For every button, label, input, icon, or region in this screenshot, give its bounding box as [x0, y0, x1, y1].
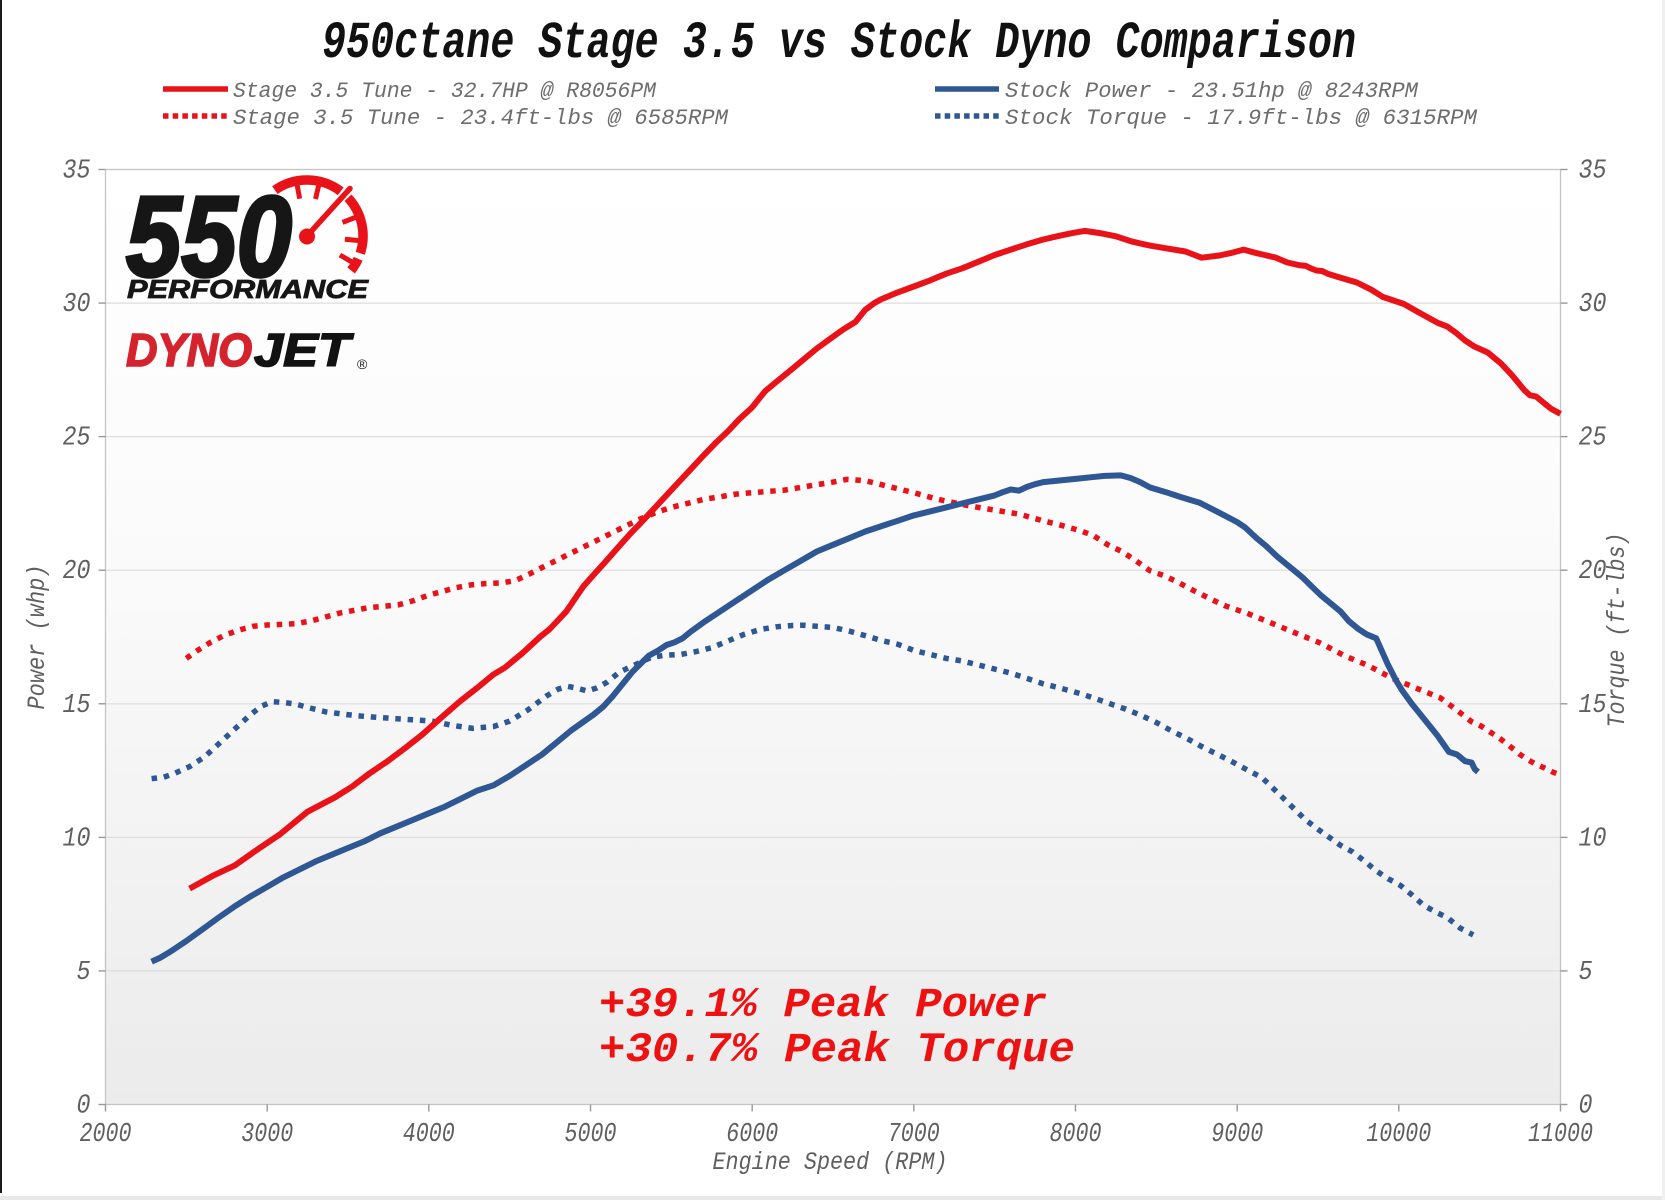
svg-text:5: 5: [1579, 958, 1593, 988]
svg-text:8000: 8000: [1050, 1120, 1102, 1150]
svg-text:4000: 4000: [403, 1120, 455, 1150]
svg-text:25: 25: [63, 424, 91, 454]
svg-text:15: 15: [1579, 691, 1607, 721]
svg-text:Stock Torque - 17.9ft-lbs @ 63: Stock Torque - 17.9ft-lbs @ 6315RPM: [1005, 106, 1478, 131]
svg-text:20: 20: [63, 557, 91, 587]
svg-text:20: 20: [1579, 557, 1607, 587]
svg-text:7000: 7000: [888, 1120, 940, 1150]
svg-text:+39.1% Peak Power: +39.1% Peak Power: [599, 981, 1047, 1029]
svg-text:35: 35: [63, 157, 91, 187]
svg-text:Torque (ft-lbs): Torque (ft-lbs): [1603, 533, 1632, 728]
svg-text:30: 30: [63, 290, 91, 320]
svg-text:3000: 3000: [241, 1120, 293, 1150]
svg-text:DYNO: DYNO: [126, 324, 252, 376]
svg-text:Stock Power - 23.51hp @ 8243RP: Stock Power - 23.51hp @ 8243RPM: [1005, 79, 1419, 104]
svg-text:10: 10: [1579, 824, 1607, 854]
svg-text:2000: 2000: [80, 1120, 132, 1150]
svg-text:25: 25: [1579, 424, 1607, 454]
svg-text:550: 550: [126, 174, 292, 301]
svg-text:®: ®: [357, 356, 368, 372]
svg-text:10000: 10000: [1366, 1120, 1431, 1150]
svg-text:Power (whp): Power (whp): [23, 565, 52, 710]
svg-text:+30.7% Peak Torque: +30.7% Peak Torque: [599, 1026, 1075, 1074]
svg-text:35: 35: [1579, 157, 1607, 187]
svg-text:30: 30: [1579, 290, 1607, 320]
svg-text:9000: 9000: [1211, 1120, 1263, 1150]
svg-text:15: 15: [63, 691, 91, 721]
svg-text:10: 10: [63, 824, 91, 854]
svg-text:Stage 3.5 Tune - 32.7HP @ R805: Stage 3.5 Tune - 32.7HP @ R8056PM: [233, 79, 657, 104]
svg-text:5: 5: [77, 958, 91, 988]
svg-text:0: 0: [77, 1092, 91, 1122]
svg-text:11000: 11000: [1528, 1120, 1593, 1150]
svg-text:Engine Speed (RPM): Engine Speed (RPM): [713, 1148, 948, 1177]
svg-text:5000: 5000: [565, 1120, 617, 1150]
svg-text:0: 0: [1579, 1092, 1593, 1122]
svg-text:PERFORMANCE: PERFORMANCE: [127, 274, 369, 304]
svg-text:Stage 3.5 Tune - 23.4ft-lbs @: Stage 3.5 Tune - 23.4ft-lbs @ 6585RPM: [233, 106, 729, 131]
svg-text:6000: 6000: [726, 1120, 778, 1150]
svg-text:JET: JET: [254, 324, 354, 376]
svg-text:950ctane Stage 3.5 vs Stock Dy: 950ctane Stage 3.5 vs Stock Dyno Compari…: [322, 14, 1356, 73]
